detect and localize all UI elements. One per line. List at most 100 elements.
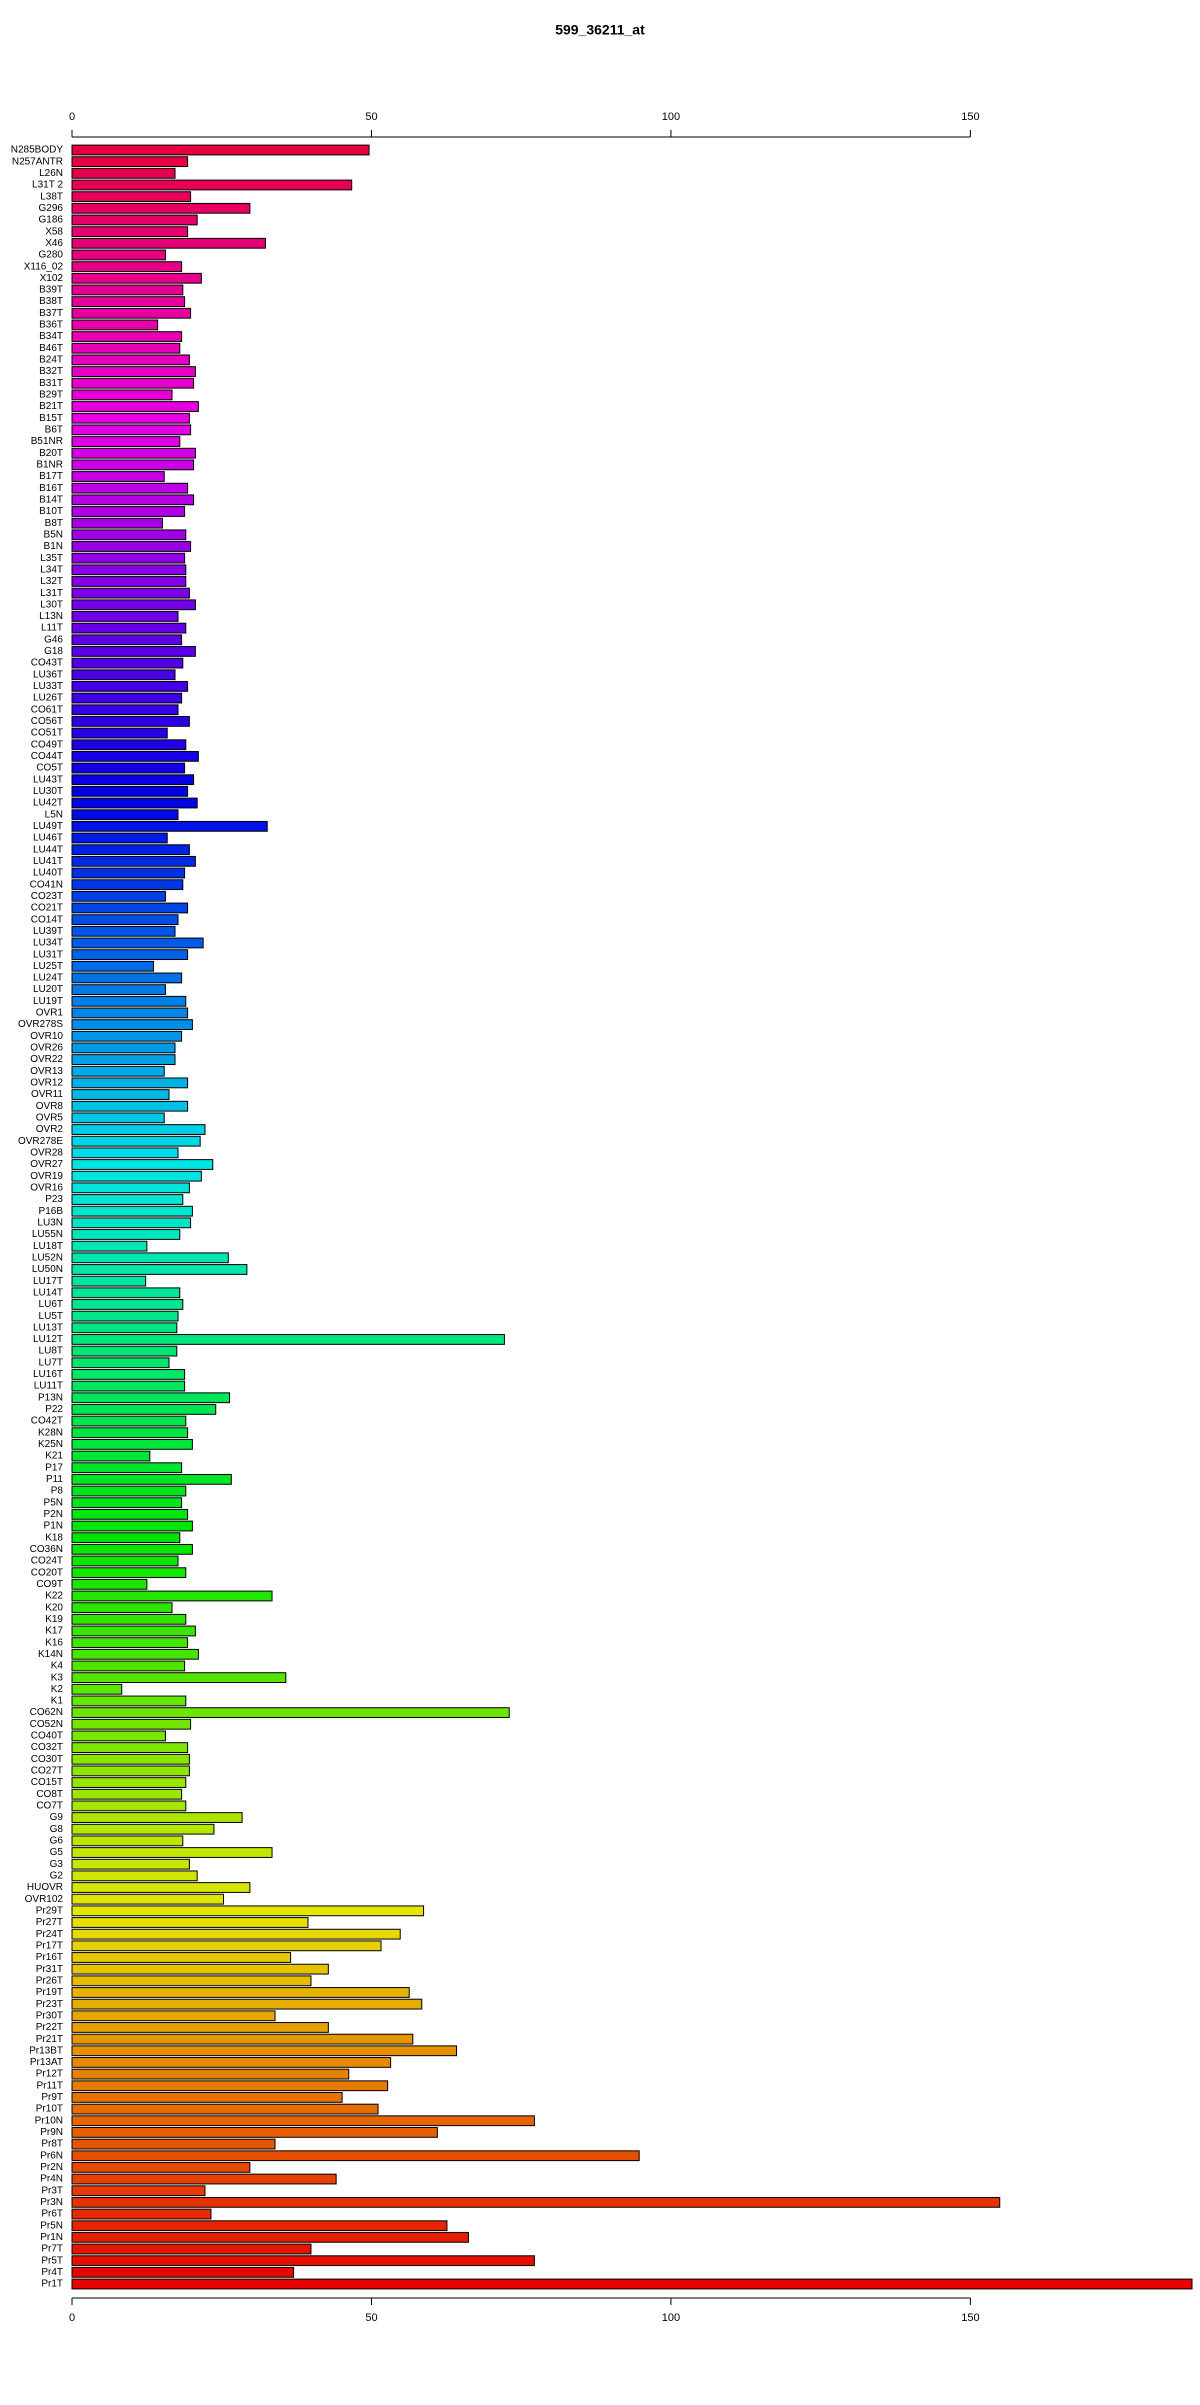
bar xyxy=(71,1007,189,1019)
y-tick-label: B10T xyxy=(39,506,63,517)
bar xyxy=(71,1555,179,1567)
y-tick-label: Pr6N xyxy=(40,2150,63,2161)
bar xyxy=(71,2022,329,2033)
y-tick-label: OVR10 xyxy=(30,1031,63,1042)
bar xyxy=(71,1205,193,1217)
y-tick-label: K16 xyxy=(45,1637,63,1648)
y-tick-label: Pr5T xyxy=(41,2255,63,2266)
bar xyxy=(71,342,181,354)
y-tick-label: CO41N xyxy=(30,879,63,890)
bar xyxy=(71,1823,215,1835)
y-tick-label: B16T xyxy=(39,483,63,494)
y-tick-label: Pr1T xyxy=(41,2279,63,2290)
y-tick-label: G280 xyxy=(39,250,64,261)
bar xyxy=(71,506,186,517)
bar xyxy=(71,960,154,972)
y-tick-label: P22 xyxy=(45,1404,63,1415)
y-tick-label: B5N xyxy=(44,529,63,540)
y-tick-label: G18 xyxy=(44,646,63,657)
y-tick-label: Pr9T xyxy=(41,2092,63,2103)
y-tick-label: Pr7T xyxy=(41,2244,63,2255)
bar xyxy=(71,226,189,238)
bar xyxy=(71,191,192,203)
bar xyxy=(71,1170,202,1182)
y-tick-label: B29T xyxy=(39,390,63,401)
y-tick-label: LU52N xyxy=(32,1252,63,1263)
bar xyxy=(71,2103,379,2115)
y-tick-label: K20 xyxy=(45,1602,63,1613)
y-tick-label: LU40T xyxy=(33,868,63,879)
y-tick-label: L34T xyxy=(40,564,63,575)
y-tick-label: X46 xyxy=(45,238,63,249)
bar xyxy=(71,1928,401,1940)
y-tick-label: B32T xyxy=(39,366,63,377)
y-tick-label: Pr2N xyxy=(40,2162,63,2173)
bar xyxy=(71,1695,187,1707)
y-tick-label: L11T xyxy=(41,623,63,634)
bar xyxy=(71,1718,192,1730)
bar xyxy=(71,214,198,226)
bar xyxy=(71,611,179,622)
y-tick-label: CO62N xyxy=(30,1707,63,1718)
bar xyxy=(71,144,370,156)
bar xyxy=(71,2033,414,2045)
bar xyxy=(71,1485,187,1497)
bar xyxy=(71,1882,251,1893)
x-tick-label: 100 xyxy=(662,111,680,123)
bar xyxy=(71,681,189,692)
y-tick-label: B37T xyxy=(39,308,63,319)
x-tick-label: 50 xyxy=(365,2312,377,2324)
y-tick-label: Pr19T xyxy=(36,1987,63,1998)
y-tick-label: K18 xyxy=(45,1532,63,1543)
y-tick-label: L13N xyxy=(39,611,63,622)
bar xyxy=(71,1858,190,1870)
bar xyxy=(71,2185,206,2197)
y-tick-label: OVR11 xyxy=(31,1089,63,1100)
bar xyxy=(71,272,202,284)
y-tick-label: P5N xyxy=(44,1497,63,1508)
y-tick-label: LU14T xyxy=(33,1287,63,1298)
y-tick-label: LU16T xyxy=(33,1369,63,1380)
y-tick-label: L26N xyxy=(39,168,63,179)
bar xyxy=(71,809,179,821)
bar xyxy=(71,1299,184,1310)
y-tick-label: L31T 2 xyxy=(32,180,63,191)
chart-title: 599_36211_at xyxy=(555,22,645,38)
bar xyxy=(71,879,184,891)
bar xyxy=(71,1217,192,1229)
y-tick-label: K2 xyxy=(51,1684,64,1695)
bar xyxy=(71,785,189,797)
bar xyxy=(71,529,187,541)
bar xyxy=(71,599,196,611)
bar xyxy=(71,261,183,273)
y-tick-label: Pr4N xyxy=(40,2174,63,2185)
bar xyxy=(71,2150,640,2162)
bar xyxy=(71,2231,469,2243)
y-tick-label: LU39T xyxy=(33,926,63,937)
y-tick-label: LU13T xyxy=(33,1322,63,1333)
bar xyxy=(71,995,187,1007)
bar xyxy=(71,366,196,377)
x-tick-label: 100 xyxy=(662,2312,680,2324)
bar xyxy=(71,1707,510,1718)
y-tick-label: OVR278E xyxy=(18,1136,63,1147)
y-tick-label: Pr23T xyxy=(36,1999,63,2010)
y-tick-label: B51NR xyxy=(31,436,63,447)
bar xyxy=(71,2127,438,2138)
bar xyxy=(71,1975,312,1987)
y-tick-label: Pr31T xyxy=(36,1964,63,1975)
bar xyxy=(71,1100,189,1112)
bar xyxy=(71,1870,198,1882)
bar xyxy=(71,984,166,996)
bar xyxy=(71,902,189,914)
y-tick-label: Pr30T xyxy=(36,2010,63,2021)
bar xyxy=(71,1427,189,1439)
y-tick-label: G46 xyxy=(44,634,63,645)
y-tick-label: LU19T xyxy=(33,996,63,1007)
y-tick-label: X116_02 xyxy=(24,261,64,272)
bar xyxy=(71,762,186,774)
bar xyxy=(71,1124,206,1135)
y-tick-label: OVR2 xyxy=(36,1124,64,1135)
bar xyxy=(71,937,204,949)
